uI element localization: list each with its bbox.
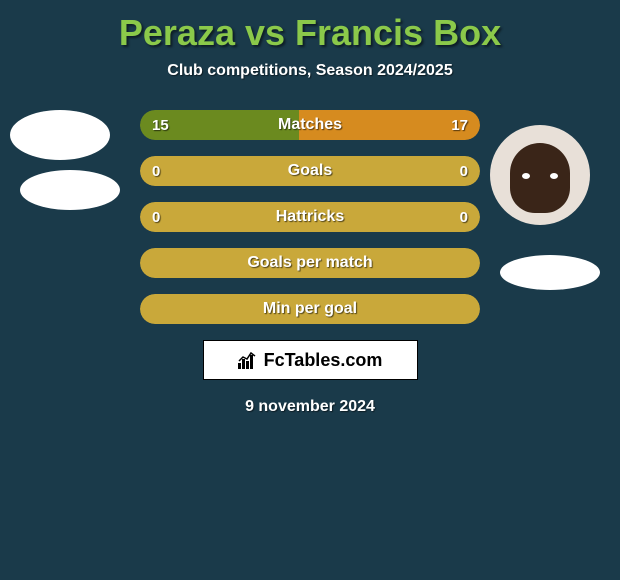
stat-bar: 0 0 Hattricks: [140, 202, 480, 232]
player-right-face-icon: [510, 143, 570, 213]
bar-value-left: 15: [152, 117, 169, 134]
bar-label: Min per goal: [263, 300, 357, 318]
bar-value-right: 17: [451, 117, 468, 134]
logo-text: FcTables.com: [238, 350, 383, 371]
bar-fill-right: [310, 156, 480, 186]
bar-fill-left: [140, 156, 310, 186]
logo-box: FcTables.com: [203, 340, 418, 380]
stat-bar: Min per goal: [140, 294, 480, 324]
stat-bar: Goals per match: [140, 248, 480, 278]
bar-chart-icon: [238, 351, 260, 369]
player-left-avatar-placeholder-2: [20, 170, 120, 210]
bar-label: Goals per match: [247, 254, 372, 272]
player-right-avatar: [490, 125, 590, 225]
bar-value-left: 0: [152, 163, 160, 180]
subtitle: Club competitions, Season 2024/2025: [0, 62, 620, 80]
logo-label: FcTables.com: [264, 350, 383, 371]
bar-value-right: 0: [460, 209, 468, 226]
bar-label: Goals: [288, 162, 332, 180]
comparison-bars: 15 17 Matches 0 0 Goals 0 0 Hattricks Goals per m…: [140, 110, 480, 324]
stat-bar: 0 0 Goals: [140, 156, 480, 186]
page-title: Peraza vs Francis Box: [0, 0, 620, 54]
bar-value-right: 0: [460, 163, 468, 180]
bar-label: Hattricks: [276, 208, 344, 226]
player-right-avatar-placeholder-2: [500, 255, 600, 290]
stat-bar: 15 17 Matches: [140, 110, 480, 140]
player-left-avatar-placeholder-1: [10, 110, 110, 160]
bar-label: Matches: [278, 116, 342, 134]
date-label: 9 november 2024: [0, 398, 620, 416]
bar-value-left: 0: [152, 209, 160, 226]
